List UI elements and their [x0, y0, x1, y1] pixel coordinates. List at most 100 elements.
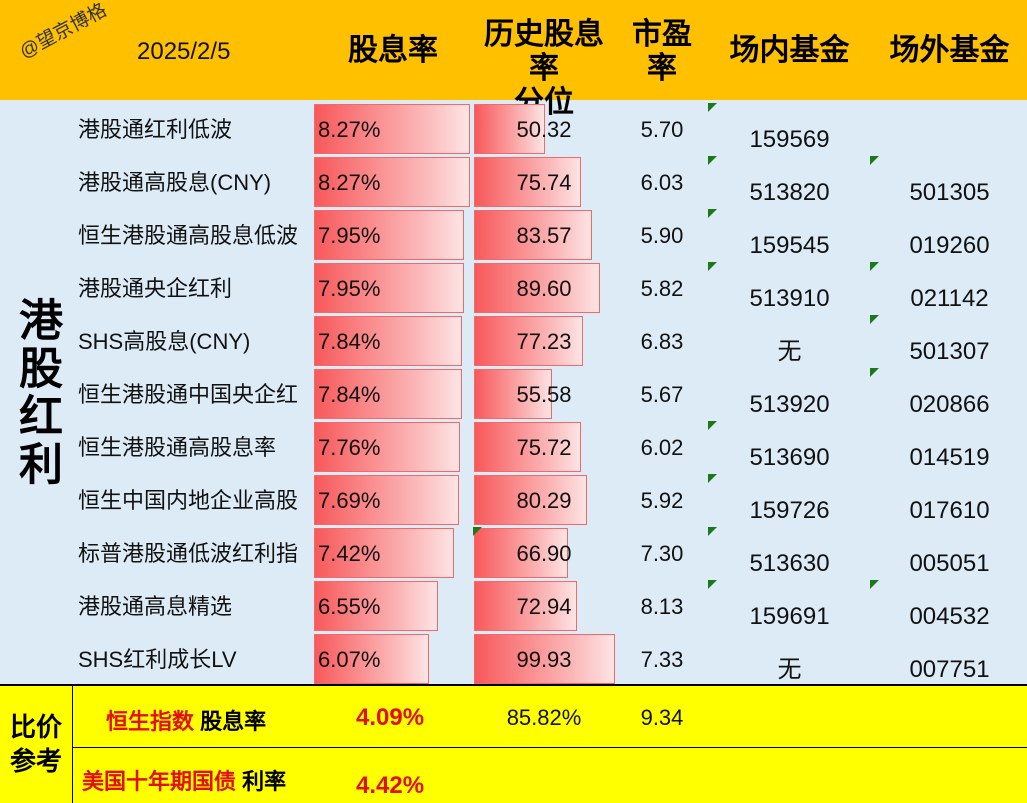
compare-section: [0, 685, 1027, 803]
hsi-suffix: 股息率: [194, 709, 267, 734]
table-row: 恒生港股通高股息率 7.76% 75.72 6.02 513690 014519: [72, 421, 1027, 474]
yield-value: 7.84%: [318, 329, 381, 354]
offexchange-fund-code: 021142: [910, 285, 989, 312]
onexchange-fund-code: 513820: [749, 179, 830, 206]
yield-value: 8.27%: [318, 117, 381, 142]
yield-bar: [314, 475, 459, 525]
yield-bar: [314, 422, 460, 472]
offexchange-fund-code: 007751: [909, 656, 990, 683]
comment-marker-icon: [870, 368, 879, 377]
compare-label-line2: 参考: [9, 746, 62, 776]
offexchange-fund-code: 004532: [909, 603, 990, 630]
onexchange-fund-code: 513920: [749, 391, 830, 418]
index-name: 恒生港股通中国央企红: [78, 382, 299, 407]
comment-marker-icon: [870, 156, 879, 165]
index-name: 港股通央企红利: [78, 276, 233, 301]
offexchange-fund-code: 014519: [909, 444, 990, 471]
index-name: 港股通红利低波: [78, 117, 233, 142]
comment-marker-icon: [708, 474, 717, 483]
percentile-bar: [474, 104, 545, 154]
header-percentile-line1: 历史股息率: [484, 18, 604, 85]
pe-value: 7.30: [640, 541, 684, 566]
percentile-value: 77.23: [516, 329, 572, 354]
yield-value: 7.84%: [318, 382, 381, 407]
percentile-value: 55.58: [516, 382, 572, 407]
table-row: 港股通红利低波 8.27% 50.32 5.70 159569: [72, 103, 1027, 156]
yield-value: 7.95%: [318, 276, 381, 301]
table-row: SHS红利成长LV 6.07% 99.93 7.33 无 007751: [72, 633, 1027, 686]
pe-value: 8.13: [640, 594, 684, 619]
compare-label: 比价 参考: [0, 685, 72, 803]
table-header: @望京博格 2025/2/5 股息率 历史股息率 分位 市盈 率 场内基金 场外…: [0, 0, 1027, 119]
comment-marker-icon: [870, 262, 879, 271]
ust-name: 美国十年期国债 利率: [82, 764, 286, 796]
percentile-bar: [474, 157, 581, 207]
comment-marker-icon: [708, 580, 717, 589]
yield-bar: [314, 104, 470, 154]
onexchange-fund-code: 无: [777, 338, 802, 365]
hsi-name: 恒生指数 股息率: [106, 704, 266, 736]
table-row: 恒生中国内地企业高股 7.69% 80.29 5.92 159726 017610: [72, 474, 1027, 527]
hsi-yield: 4.09%: [356, 704, 425, 731]
header-yield: 股息率: [348, 34, 438, 67]
yield-value: 7.76%: [318, 435, 381, 460]
watermark-text: @望京博格: [16, 0, 111, 63]
index-name: 港股通高息精选: [78, 594, 233, 619]
divider-middle: [72, 747, 1027, 748]
table-row: 标普港股通低波红利指 7.42% 66.90 7.30 513630 005051: [72, 527, 1027, 580]
yield-value: 6.55%: [318, 594, 381, 619]
percentile-value: 99.93: [516, 647, 572, 672]
percentile-bar: [474, 581, 577, 631]
percentile-value: 80.29: [516, 488, 572, 513]
percentile-value: 72.94: [516, 594, 572, 619]
date-label: 2025/2/5: [137, 38, 231, 65]
index-name: 恒生港股通高股息率: [78, 435, 277, 460]
comment-marker-icon: [708, 209, 717, 218]
percentile-value: 75.74: [516, 170, 572, 195]
index-name: SHS红利成长LV: [78, 647, 237, 672]
comment-marker-icon: [708, 156, 717, 165]
yield-bar: [314, 157, 470, 207]
yield-value: 7.69%: [318, 488, 381, 513]
ust-rate: 4.42%: [356, 772, 425, 799]
percentile-value: 66.90: [516, 541, 572, 566]
comment-marker-icon: [870, 315, 879, 324]
yield-value: 8.27%: [318, 170, 381, 195]
header-pe: 市盈 率: [622, 18, 702, 86]
offexchange-fund-code: 020866: [909, 391, 990, 418]
comment-marker-icon: [708, 262, 717, 271]
comment-marker-icon: [708, 527, 717, 536]
pe-value: 5.92: [640, 488, 684, 513]
header-onexchange-fund: 场内基金: [729, 34, 850, 67]
table-row: SHS高股息(CNY) 7.84% 77.23 6.83 无 501307: [72, 315, 1027, 368]
yield-bar: [314, 316, 462, 366]
offexchange-fund-code: 501307: [909, 338, 990, 365]
pe-value: 5.67: [640, 382, 684, 407]
compare-label-line1: 比价: [9, 712, 62, 742]
yield-value: 6.07%: [318, 647, 381, 672]
onexchange-fund-code: 159726: [749, 497, 830, 524]
percentile-bar: [474, 263, 600, 313]
comment-marker-icon: [708, 421, 717, 430]
yield-bar: [314, 369, 462, 419]
index-name: SHS高股息(CNY): [78, 329, 251, 354]
pe-value: 5.82: [640, 276, 684, 301]
offexchange-fund-code: 501305: [909, 179, 990, 206]
table-row: 港股通高息精选 6.55% 72.94 8.13 159691 004532: [72, 580, 1027, 633]
table-row: 港股通高股息(CNY) 8.27% 75.74 6.03 513820 501305: [72, 156, 1027, 209]
percentile-value: 83.57: [516, 223, 572, 248]
yield-bar: [314, 634, 429, 684]
comment-marker-icon: [708, 103, 717, 112]
yield-bar: [314, 528, 454, 578]
pe-value: 6.83: [640, 329, 684, 354]
pe-value: 6.03: [640, 170, 684, 195]
comment-marker-icon: [473, 527, 482, 536]
pe-value: 5.90: [640, 223, 684, 248]
offexchange-fund-code: 005051: [909, 550, 990, 577]
onexchange-fund-code: 159569: [749, 126, 830, 153]
section-title-text: 港股红利: [12, 296, 61, 489]
percentile-bar: [474, 369, 552, 419]
index-name: 恒生中国内地企业高股: [78, 488, 299, 513]
index-name: 标普港股通低波红利指: [78, 541, 299, 566]
